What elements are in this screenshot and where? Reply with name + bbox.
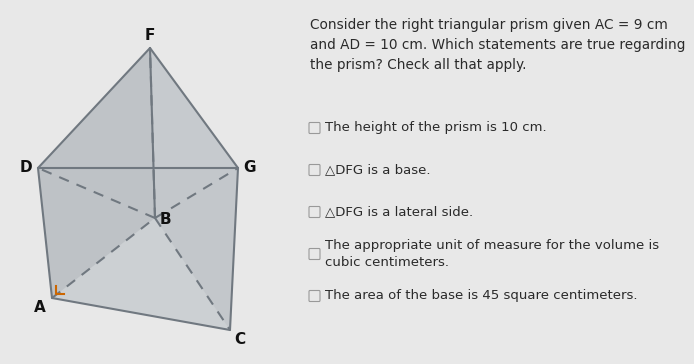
Text: A: A <box>34 301 46 316</box>
Polygon shape <box>38 168 238 330</box>
Text: The height of the prism is 10 cm.: The height of the prism is 10 cm. <box>325 122 547 135</box>
Text: B: B <box>159 213 171 228</box>
Text: C: C <box>235 332 246 348</box>
Text: D: D <box>19 161 33 175</box>
Polygon shape <box>38 48 155 298</box>
Text: △DFG is a base.: △DFG is a base. <box>325 163 430 177</box>
Text: The appropriate unit of measure for the volume is
cubic centimeters.: The appropriate unit of measure for the … <box>325 239 659 269</box>
Text: G: G <box>244 161 256 175</box>
Text: F: F <box>145 28 155 44</box>
Polygon shape <box>150 48 238 330</box>
Text: The area of the base is 45 square centimeters.: The area of the base is 45 square centim… <box>325 289 638 302</box>
Polygon shape <box>38 48 238 168</box>
Text: △DFG is a lateral side.: △DFG is a lateral side. <box>325 206 473 218</box>
Text: Consider the right triangular prism given AC = 9 cm
and AD = 10 cm. Which statem: Consider the right triangular prism give… <box>310 18 686 72</box>
